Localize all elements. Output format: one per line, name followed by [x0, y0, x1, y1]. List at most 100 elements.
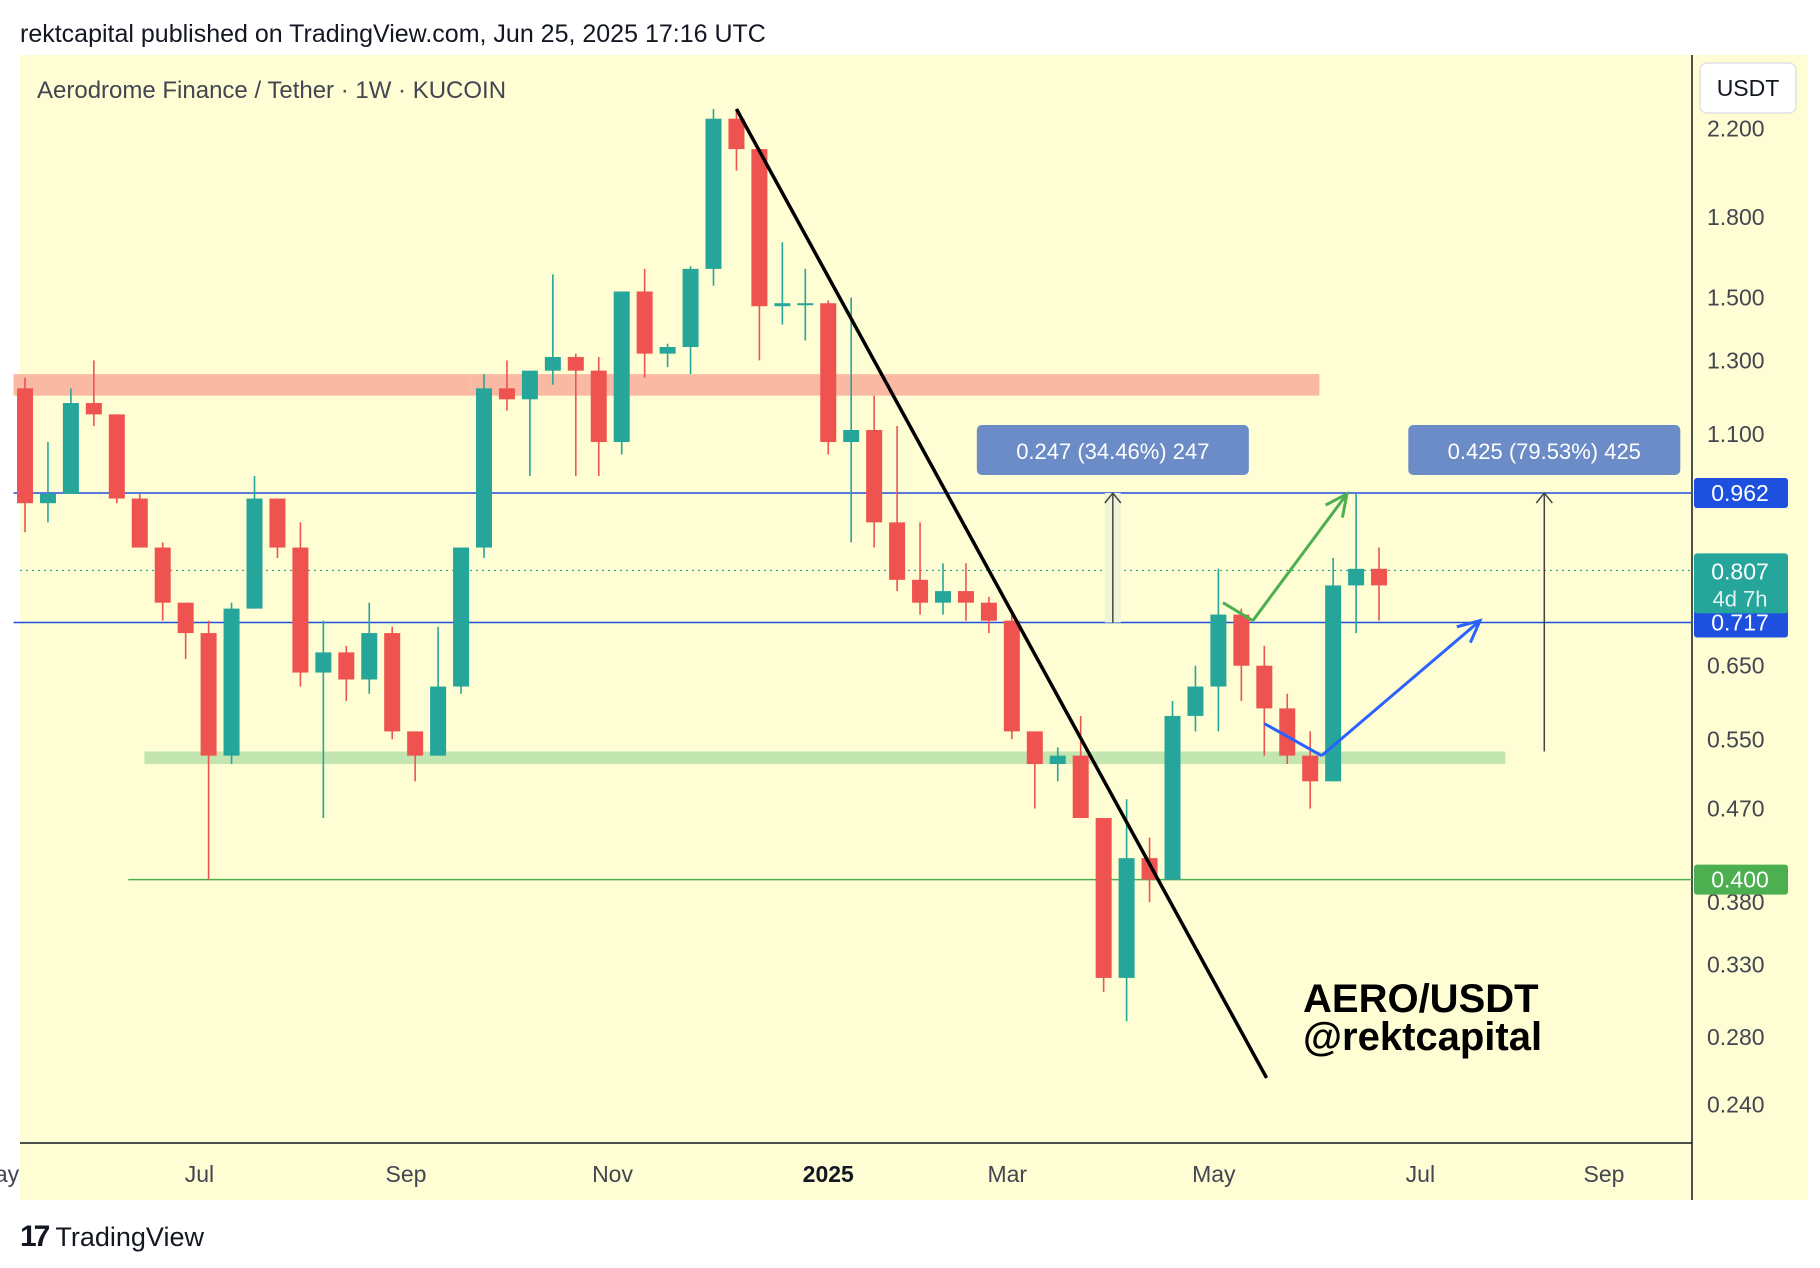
candle[interactable] — [682, 268, 699, 348]
candle[interactable] — [843, 429, 860, 443]
time-tick-label: Mar — [987, 1161, 1027, 1187]
candle[interactable] — [407, 731, 424, 756]
support-zone — [144, 751, 1506, 765]
measure-label: 0.425 (79.53%) 425 — [1448, 439, 1641, 464]
candle[interactable] — [866, 429, 883, 523]
candle[interactable] — [728, 118, 745, 150]
time-tick-label: Sep — [1583, 1161, 1624, 1187]
tradingview-brand: TradingView — [55, 1221, 204, 1252]
candle[interactable] — [797, 303, 814, 306]
candle[interactable] — [154, 547, 171, 603]
candle[interactable] — [430, 686, 447, 756]
candle[interactable] — [292, 547, 309, 673]
price-label-text: 0.717 — [1711, 610, 1769, 636]
candle[interactable] — [1049, 755, 1066, 765]
time-tick-label: Jul — [1406, 1161, 1435, 1187]
candle[interactable] — [1072, 755, 1089, 819]
candle[interactable] — [223, 608, 240, 756]
price-label-0.962 — [1694, 478, 1788, 509]
candle[interactable] — [1233, 614, 1250, 666]
annotation-handle: @rektcapital — [1303, 1015, 1542, 1059]
resistance-zone — [13, 374, 471, 396]
price-label-0.717 — [1694, 607, 1788, 638]
candle[interactable] — [980, 602, 997, 621]
price-tick-label: 0.650 — [1707, 653, 1765, 679]
candle[interactable] — [1003, 620, 1020, 732]
projection-arrow[interactable] — [1320, 619, 1482, 757]
price-label-text: 0.400 — [1711, 867, 1769, 893]
tradingview-logo[interactable]: 17 TradingView — [20, 1220, 204, 1254]
candle[interactable] — [820, 303, 837, 443]
time-axis[interactable] — [20, 1143, 1808, 1200]
currency-button[interactable] — [1699, 62, 1797, 114]
candle[interactable] — [1210, 614, 1227, 687]
candle[interactable] — [774, 303, 791, 307]
price-tick-label: 2.200 — [1707, 116, 1765, 142]
candle[interactable] — [39, 493, 56, 504]
candle[interactable] — [567, 356, 584, 371]
candle[interactable] — [1187, 686, 1204, 716]
price-tick-label: 1.300 — [1707, 347, 1765, 373]
candle[interactable] — [131, 498, 148, 548]
candle[interactable] — [177, 602, 194, 634]
candle[interactable] — [1279, 708, 1296, 756]
chart-title: Aerodrome Finance / Tether · 1W · KUCOIN — [37, 77, 506, 104]
candle[interactable] — [338, 652, 355, 680]
candle[interactable] — [957, 591, 974, 603]
candle[interactable] — [521, 370, 538, 400]
measure-label-box — [976, 425, 1249, 476]
candle[interactable] — [17, 388, 33, 504]
candle[interactable] — [1164, 715, 1181, 880]
price-label-text: 0.962 — [1711, 480, 1769, 506]
candle[interactable] — [636, 291, 653, 354]
candle[interactable] — [361, 633, 378, 680]
candle[interactable] — [1256, 665, 1273, 709]
candle[interactable] — [1348, 568, 1365, 586]
candle[interactable] — [590, 370, 607, 443]
price-tick-label: 1.800 — [1707, 204, 1765, 230]
candle[interactable] — [315, 652, 332, 673]
price-tick-label: 0.550 — [1707, 726, 1765, 752]
candle[interactable] — [1118, 858, 1135, 978]
candle[interactable] — [613, 291, 630, 443]
candle[interactable] — [544, 356, 561, 371]
time-tick-label: Jul — [185, 1161, 214, 1187]
price-tick-label: 1.500 — [1707, 284, 1765, 310]
candle[interactable] — [912, 579, 929, 603]
time-tick-label: Nov — [592, 1161, 633, 1187]
candle[interactable] — [935, 591, 951, 603]
candle[interactable] — [453, 547, 470, 687]
candle[interactable] — [269, 498, 286, 548]
arrow-tail — [1263, 722, 1323, 757]
candle[interactable] — [705, 118, 722, 269]
candle[interactable] — [1095, 818, 1112, 978]
candle[interactable] — [1371, 568, 1388, 586]
candle[interactable] — [751, 149, 768, 307]
countdown-text: 4d 7h — [1712, 586, 1767, 611]
candle[interactable] — [384, 633, 401, 732]
candle[interactable] — [246, 498, 263, 609]
projection-arrow[interactable] — [1251, 493, 1349, 622]
descending-trendline[interactable] — [734, 108, 1269, 1079]
tradingview-mark-icon: 17 — [20, 1220, 50, 1253]
price-label-0.400 — [1694, 864, 1788, 895]
candle[interactable] — [1026, 731, 1043, 765]
candle[interactable] — [476, 388, 492, 548]
candle[interactable] — [498, 388, 515, 400]
candle[interactable] — [1302, 755, 1319, 782]
candle[interactable] — [889, 522, 906, 580]
candle[interactable] — [85, 403, 102, 415]
candle[interactable] — [108, 414, 125, 499]
resistance-2-zone — [470, 374, 1320, 396]
candle[interactable] — [1325, 585, 1342, 782]
time-tick-label: May — [1192, 1161, 1236, 1187]
arrow-tail — [1222, 601, 1254, 622]
time-tick-label: May — [0, 1161, 20, 1187]
measure-label-box — [1408, 425, 1681, 476]
candle[interactable] — [200, 633, 217, 756]
projection-arrowhead — [1324, 491, 1349, 518]
candle[interactable] — [659, 347, 676, 354]
publish-header: rektcapital published on TradingView.com… — [20, 20, 766, 48]
candle[interactable] — [62, 403, 79, 494]
